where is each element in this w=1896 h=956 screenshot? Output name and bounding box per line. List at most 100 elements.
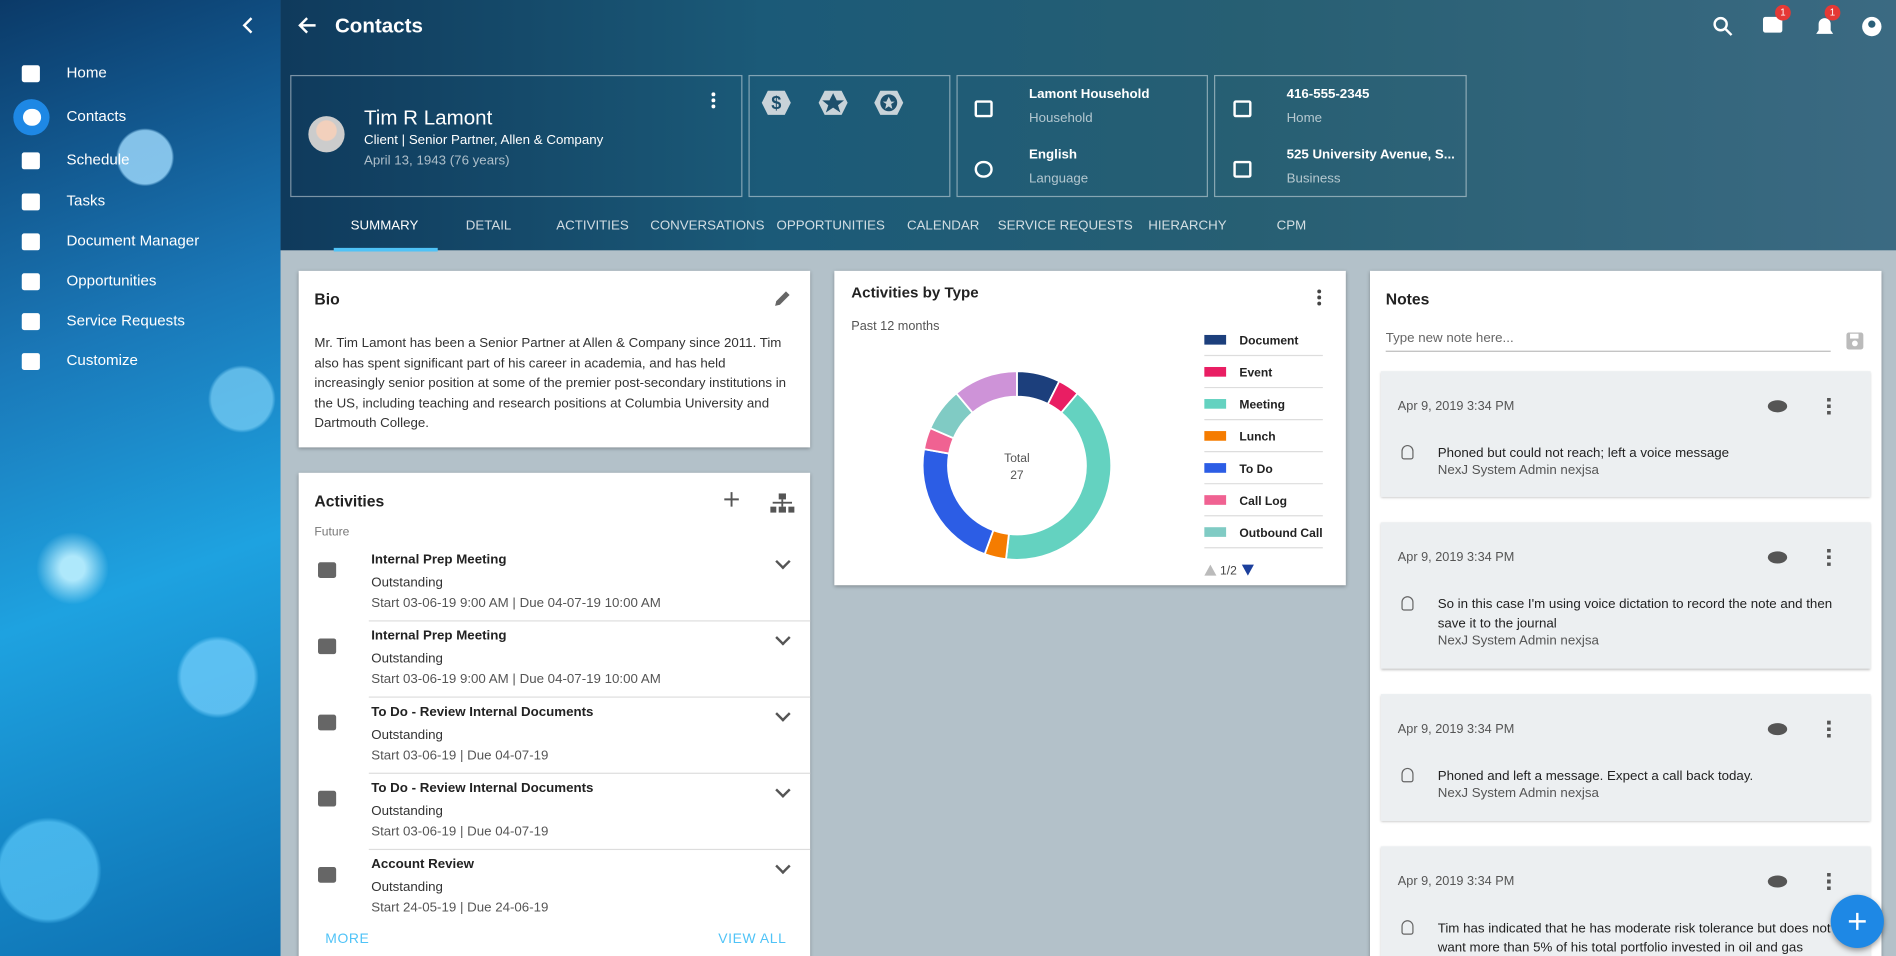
tab[interactable]: OPPORTUNITIES: [777, 219, 885, 234]
activity-dates: Start 03-06-19 | Due 04-07-19: [371, 748, 548, 763]
sidebar: Home Contacts Schedule Tasks Document Manage…: [0, 0, 281, 956]
alert-badge: 1: [1825, 5, 1841, 21]
collapse-button[interactable]: [239, 17, 256, 34]
contact-name: Tim R Lamont: [364, 106, 492, 130]
contact-card: Tim R Lamont Client | Senior Partner, Al…: [290, 75, 742, 197]
activity-title[interactable]: To Do - Review Internal Documents: [371, 705, 593, 720]
header-icons: [1710, 12, 1891, 41]
nav-item[interactable]: Home: [67, 64, 107, 81]
note-author: NexJ System Admin nexjsa: [1438, 463, 1599, 478]
note-menu[interactable]: [1827, 398, 1831, 415]
activity-icon: [318, 562, 336, 578]
expand-button[interactable]: [775, 630, 790, 645]
nav-icon: [22, 193, 40, 210]
view-button[interactable]: [1768, 400, 1787, 412]
nav-item[interactable]: Service Requests: [67, 312, 185, 329]
nav-item[interactable]: Contacts: [67, 108, 127, 125]
note-text: Phoned and left a message. Expect a call…: [1438, 767, 1849, 786]
note-menu[interactable]: [1827, 873, 1831, 890]
tab[interactable]: SUMMARY: [351, 219, 419, 234]
view-button[interactable]: [1768, 551, 1787, 563]
activity-icon: [318, 867, 336, 883]
legend-label: Lunch: [1239, 430, 1275, 444]
nav-icon: [22, 353, 40, 370]
tab[interactable]: CPM: [1277, 219, 1307, 234]
add-button[interactable]: [723, 491, 740, 508]
note: Apr 9, 2019 3:34 PMSo in this case I'm u…: [1381, 522, 1871, 668]
header: Contacts 1 1 Tim R Lamont Client | Senio…: [281, 0, 1896, 250]
nav-item[interactable]: Customize: [67, 352, 138, 369]
chart-title: Activities by Type: [851, 284, 978, 301]
nav-item[interactable]: Schedule: [67, 151, 130, 168]
activity-icon: [318, 715, 336, 731]
edit-button[interactable]: [773, 289, 792, 308]
activity-icon: [318, 791, 336, 807]
legend-swatch: [1204, 335, 1226, 345]
more-menu[interactable]: [709, 91, 719, 110]
nav-icon: [22, 152, 40, 169]
info-value: 525 University Avenue, S...: [1287, 148, 1455, 163]
note: Apr 9, 2019 3:34 PMPhoned but could not …: [1381, 371, 1871, 497]
activity-title[interactable]: Internal Prep Meeting: [371, 629, 506, 644]
legend-prev[interactable]: [1204, 565, 1216, 576]
info-value: Lamont Household: [1029, 87, 1149, 102]
info-label: Business: [1287, 172, 1341, 187]
badges: $: [750, 76, 950, 149]
tab[interactable]: CALENDAR: [907, 219, 979, 234]
chart: Activities by Type Past 12 months Total …: [834, 271, 1345, 585]
nav-icon: [22, 233, 40, 250]
chat-badge: 1: [1775, 5, 1791, 21]
note-text: Tim has indicated that he has moderate r…: [1438, 919, 1849, 956]
info-label: Language: [1029, 172, 1088, 187]
legend-label: Document: [1239, 334, 1298, 348]
nav-icon: [22, 273, 40, 290]
add-fab[interactable]: [1831, 895, 1884, 948]
tab[interactable]: ACTIVITIES: [556, 219, 628, 234]
hierarchy-button[interactable]: [770, 493, 794, 512]
legend-swatch: [1204, 527, 1226, 537]
search-icon[interactable]: [1715, 18, 1727, 30]
info-value: 416-555-2345: [1287, 87, 1370, 102]
legend-label: Call Log: [1239, 494, 1287, 508]
expand-button[interactable]: [775, 706, 790, 721]
divider: [369, 620, 810, 621]
activity-title[interactable]: Account Review: [371, 857, 474, 872]
divider: [369, 849, 810, 850]
note-menu[interactable]: [1827, 549, 1831, 566]
nav-item[interactable]: Document Manager: [67, 232, 200, 249]
more-button[interactable]: MORE: [325, 932, 369, 947]
activity-icon: [318, 638, 336, 654]
tab[interactable]: SERVICE REQUESTS: [998, 219, 1133, 234]
info-label: Home: [1287, 111, 1322, 126]
view-button[interactable]: [1768, 723, 1787, 735]
note: Apr 9, 2019 3:34 PMTim has indicated tha…: [1381, 846, 1871, 956]
card-title: Activities: [314, 492, 384, 510]
note-input[interactable]: Type new note here...: [1386, 331, 1831, 352]
legend-swatch: [1204, 367, 1226, 377]
view-all-button[interactable]: VIEW ALL: [718, 932, 786, 947]
back-button[interactable]: [297, 16, 316, 35]
nav-item[interactable]: Tasks: [67, 192, 106, 209]
note-menu[interactable]: [1827, 721, 1831, 738]
expand-button[interactable]: [775, 859, 790, 874]
note-date: Apr 9, 2019 3:34 PM: [1398, 399, 1514, 414]
activity-title[interactable]: Internal Prep Meeting: [371, 553, 506, 568]
activity-title[interactable]: To Do - Review Internal Documents: [371, 781, 593, 796]
activity-dates: Start 03-06-19 | Due 04-07-19: [371, 825, 548, 840]
tab[interactable]: CONVERSATIONS: [650, 219, 764, 234]
expand-button[interactable]: [775, 783, 790, 798]
nav-item[interactable]: Opportunities: [67, 272, 157, 289]
activity-status: Outstanding: [371, 576, 443, 591]
chart-card: Activities by Type Past 12 months Total …: [834, 271, 1345, 585]
tab[interactable]: DETAIL: [466, 219, 512, 234]
expand-button[interactable]: [775, 554, 790, 569]
save-button[interactable]: [1845, 331, 1864, 350]
activity-status: Outstanding: [371, 804, 443, 819]
legend-swatch: [1204, 431, 1226, 441]
legend-label: Event: [1239, 366, 1272, 380]
group-label: Future: [314, 526, 349, 539]
tab[interactable]: HIERARCHY: [1148, 219, 1226, 234]
view-button[interactable]: [1768, 875, 1787, 887]
legend-next[interactable]: [1242, 565, 1254, 576]
card-title: Notes: [1386, 290, 1430, 308]
